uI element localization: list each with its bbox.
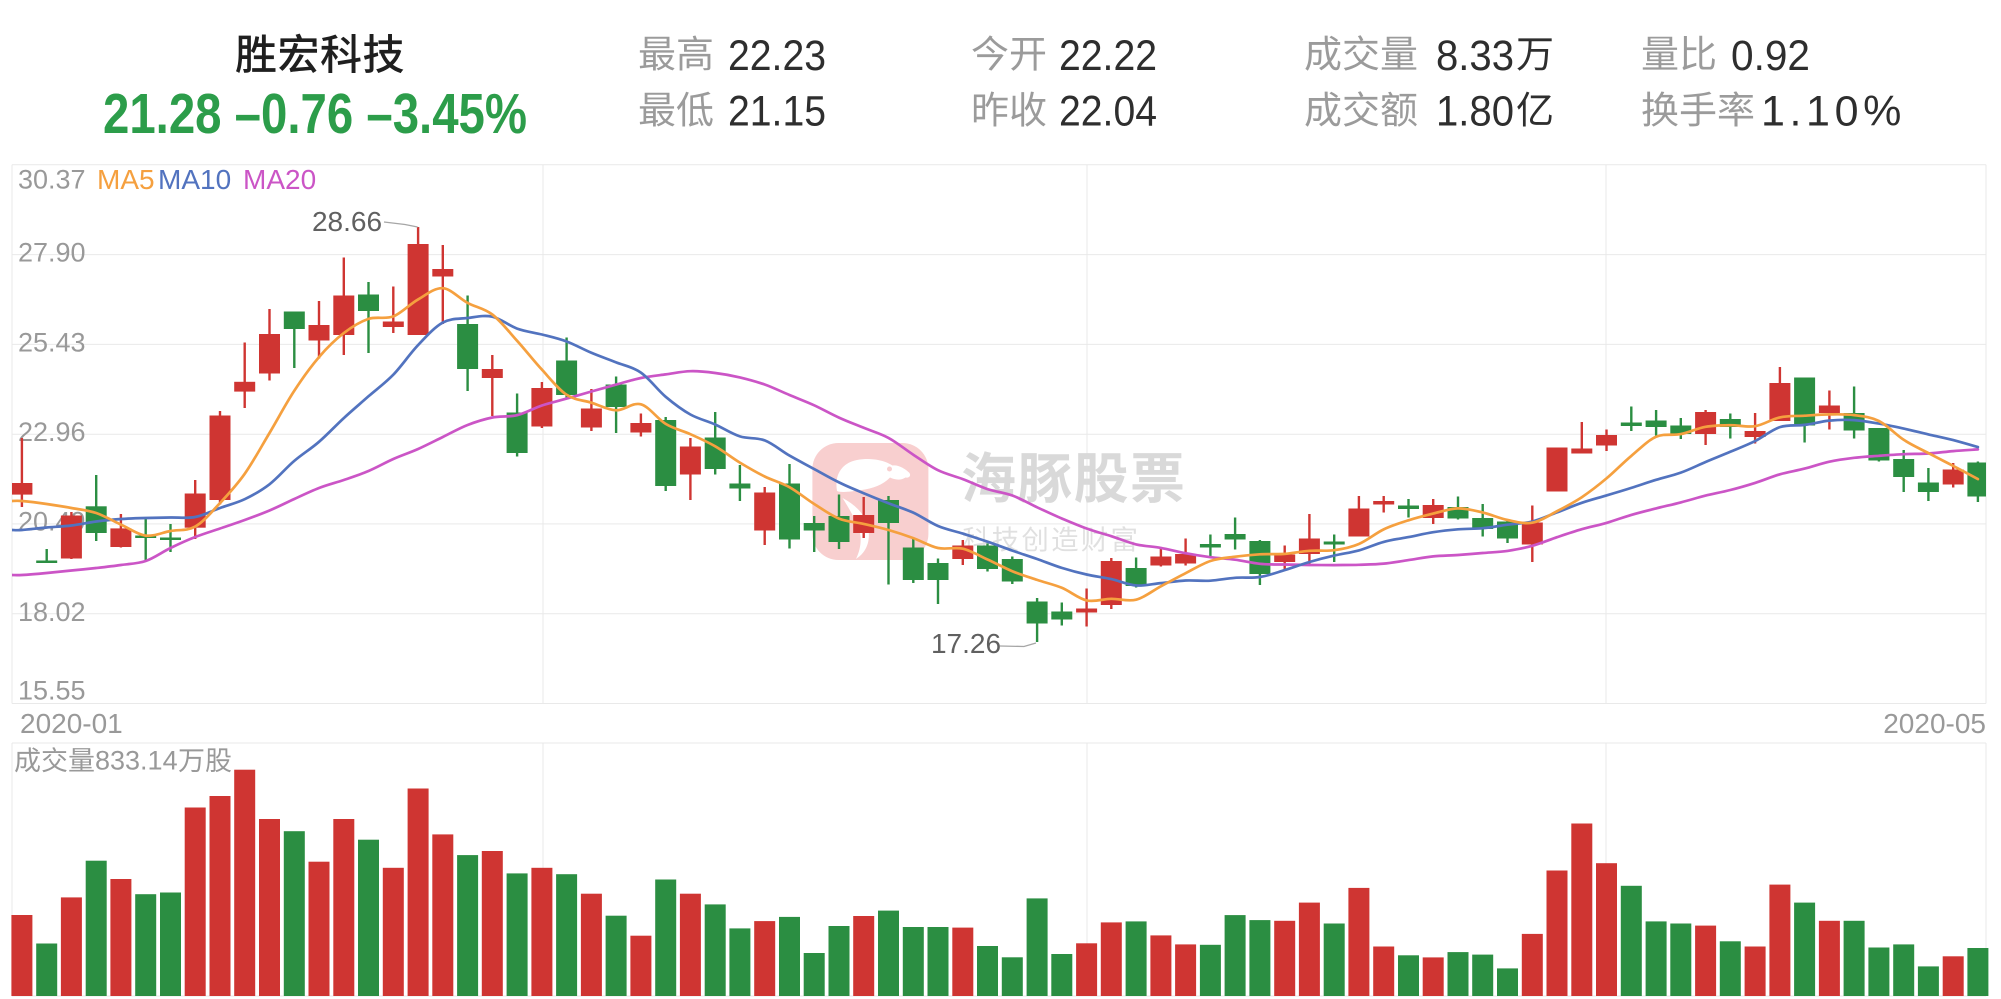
svg-text:15.55: 15.55: [18, 676, 86, 706]
svg-text:8.33: 8.33: [1436, 32, 1514, 80]
svg-text:18.02: 18.02: [18, 597, 86, 627]
svg-text:1.80: 1.80: [1436, 88, 1514, 136]
svg-text:22.22: 22.22: [1059, 32, 1157, 80]
svg-text:1.10%: 1.10%: [1761, 88, 1906, 136]
svg-text:30.37: 30.37: [18, 165, 86, 195]
svg-text:MA10: MA10: [158, 164, 231, 195]
svg-text:MA20: MA20: [243, 164, 316, 195]
svg-text:22.96: 22.96: [18, 417, 86, 447]
svg-text:0.92: 0.92: [1731, 32, 1810, 80]
svg-text:MA5: MA5: [97, 164, 155, 195]
svg-text:17.26: 17.26: [931, 628, 1001, 659]
svg-text:27.90: 27.90: [18, 238, 86, 268]
svg-text:2020-05: 2020-05: [1883, 708, 1986, 739]
svg-text:2020-01: 2020-01: [20, 708, 123, 739]
svg-text:833.14: 833.14: [95, 746, 178, 776]
svg-text:25.43: 25.43: [18, 328, 86, 358]
svg-text:28.66: 28.66: [312, 206, 382, 237]
svg-text:21.28 –0.76 –3.45%: 21.28 –0.76 –3.45%: [103, 82, 527, 146]
svg-text:22.23: 22.23: [728, 32, 826, 80]
svg-text:21.15: 21.15: [728, 88, 826, 136]
svg-text:22.04: 22.04: [1059, 88, 1157, 136]
